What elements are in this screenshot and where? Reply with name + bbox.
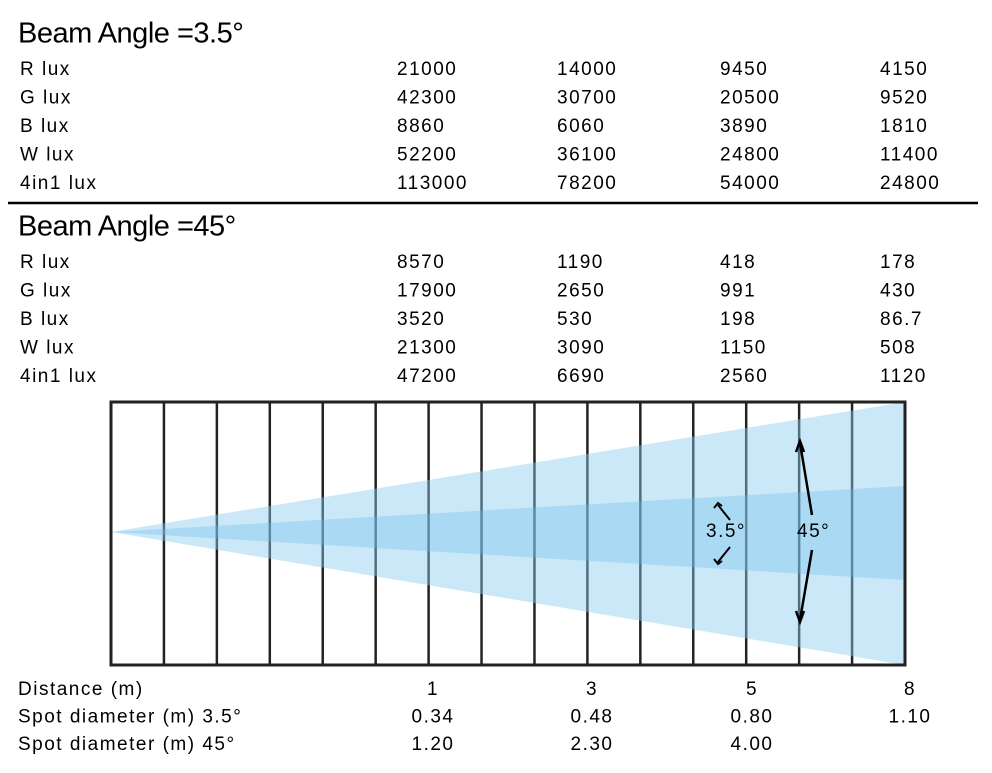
wide-beam: [111, 402, 905, 665]
narrow-angle-label: 3.5°: [706, 521, 746, 542]
narrow-arrowheads: [713, 501, 723, 566]
row-label: R lux: [20, 252, 71, 273]
cell-value: 9520: [880, 88, 928, 109]
footer-value: 4.00: [731, 734, 774, 755]
footer-value: 0.34: [412, 707, 455, 728]
row-label: G lux: [20, 281, 72, 302]
footer-value: 1.10: [889, 707, 932, 728]
footer-label: Spot diameter (m) 3.5°: [18, 707, 242, 728]
section-title: Beam Angle =3.5°: [18, 18, 243, 50]
cell-value: 86.7: [880, 309, 923, 330]
cell-value: 178: [880, 252, 916, 273]
cell-value: 8570: [397, 252, 445, 273]
footer-value: 8: [904, 679, 916, 700]
footer-value: 3: [586, 679, 598, 700]
cell-value: 52200: [397, 145, 457, 166]
cell-value: 1810: [880, 116, 928, 137]
wide-angle-label: 45°: [797, 521, 830, 542]
cell-value: 42300: [397, 88, 457, 109]
cell-value: 418: [720, 252, 756, 273]
wide-arrow: [798, 442, 814, 621]
cell-value: 11400: [880, 145, 939, 166]
footer-value: 2.30: [571, 734, 614, 755]
section-title: Beam Angle =45°: [18, 211, 236, 243]
footer-value: 1.20: [412, 734, 455, 755]
cell-value: 6060: [557, 116, 605, 137]
footer-value: 1: [427, 679, 439, 700]
cell-value: 8860: [397, 116, 445, 137]
row-label: W lux: [20, 145, 75, 166]
row-label: B lux: [20, 309, 70, 330]
cell-value: 1120: [880, 366, 927, 387]
cell-value: 6690: [557, 366, 605, 387]
cell-value: 430: [880, 281, 916, 302]
cell-value: 4150: [880, 59, 928, 80]
cell-value: 2650: [557, 281, 605, 302]
cell-value: 2560: [720, 366, 768, 387]
cell-value: 54000: [720, 173, 780, 194]
cell-value: 14000: [557, 59, 617, 80]
cell-value: 24800: [720, 145, 780, 166]
cell-value: 24800: [880, 173, 940, 194]
row-label: 4in1 lux: [20, 366, 98, 387]
row-label: B lux: [20, 116, 70, 137]
footer-value: 0.80: [731, 707, 774, 728]
wide-arrowheads: [794, 437, 806, 626]
footer-value: 0.48: [571, 707, 614, 728]
row-label: R lux: [20, 59, 71, 80]
cell-value: 21300: [397, 338, 457, 359]
footer-value: 5: [746, 679, 758, 700]
cell-value: 991: [720, 281, 756, 302]
cell-value: 508: [880, 338, 916, 359]
cell-value: 1150: [720, 338, 767, 359]
row-label: W lux: [20, 338, 75, 359]
cell-value: 20500: [720, 88, 780, 109]
cell-value: 21000: [397, 59, 457, 80]
footer-label: Spot diameter (m) 45°: [18, 734, 236, 755]
cell-value: 78200: [557, 173, 617, 194]
cell-value: 530: [557, 309, 593, 330]
cell-value: 9450: [720, 59, 768, 80]
cell-value: 1190: [557, 252, 604, 273]
row-label: 4in1 lux: [20, 173, 98, 194]
narrow-arrow: [717, 504, 731, 563]
footer-label: Distance (m): [18, 679, 144, 700]
row-label: G lux: [20, 88, 72, 109]
cell-value: 47200: [397, 366, 457, 387]
narrow-beam: [111, 486, 905, 580]
cell-value: 3890: [720, 116, 768, 137]
cell-value: 3090: [557, 338, 605, 359]
diagram-frame: [109, 400, 907, 667]
cell-value: 17900: [397, 281, 457, 302]
cell-value: 113000: [397, 173, 468, 194]
cell-value: 30700: [557, 88, 617, 109]
cell-value: 198: [720, 309, 756, 330]
cell-value: 3520: [397, 309, 445, 330]
cell-value: 36100: [557, 145, 617, 166]
